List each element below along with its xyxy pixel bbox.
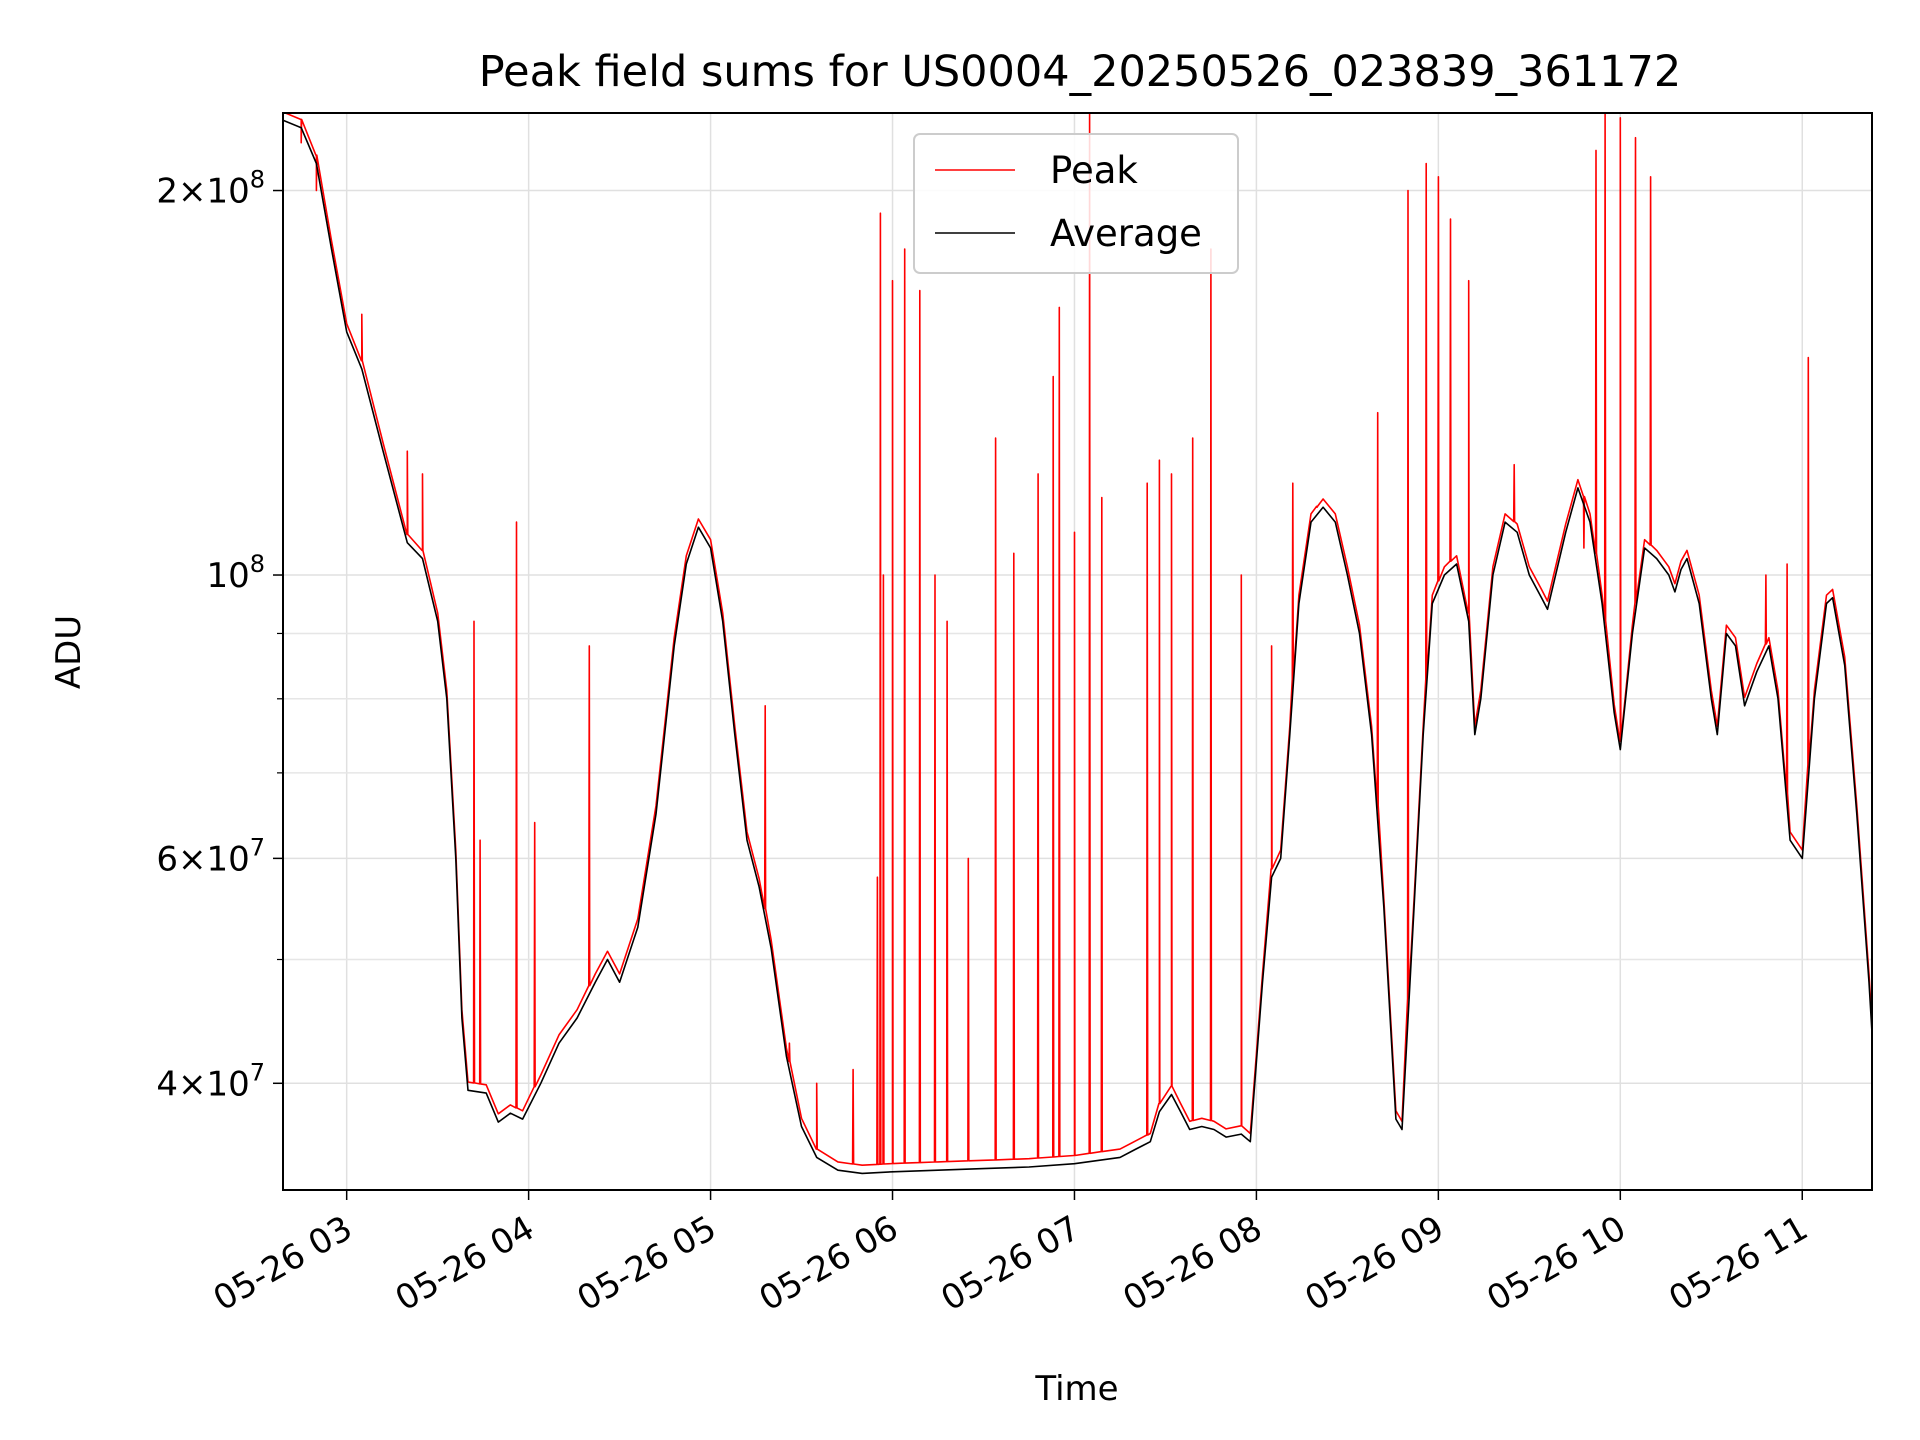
y-tick-label: 4×107 — [156, 1058, 265, 1104]
y-tick-exponent: 7 — [250, 1058, 265, 1086]
series-line-average — [283, 119, 1872, 1175]
y-tick-mantissa: 4 — [156, 1064, 178, 1104]
data-layer — [283, 113, 1872, 1175]
plot-frame — [282, 112, 1873, 1191]
y-axis-title: ADU — [49, 615, 89, 689]
y-tick-label: 108 — [206, 550, 265, 596]
y-tick-mantissa: 2 — [156, 172, 178, 212]
y-tick-base: 10 — [206, 1064, 249, 1104]
y-tick-exponent: 8 — [250, 166, 265, 194]
legend: Peak Average — [913, 133, 1239, 274]
y-tick-mantissa: 6 — [156, 839, 178, 879]
y-tick-times: × — [178, 172, 207, 212]
x-axis-title: Time — [1034, 1369, 1118, 1409]
y-tick-exponent: 8 — [250, 550, 265, 578]
y-tick-exponent: 7 — [250, 833, 265, 861]
series-group — [283, 113, 1872, 1175]
y-tick-base: 10 — [206, 556, 249, 596]
plot-area — [283, 113, 1872, 1190]
y-tick-base: 10 — [206, 839, 249, 879]
legend-box — [913, 133, 1239, 274]
y-tick-times: × — [178, 1064, 207, 1104]
series-line-peak — [283, 113, 1872, 1166]
chart-title: Peak field sums for US0004_20250526_0238… — [479, 47, 1682, 97]
y-tick-times: × — [178, 839, 207, 879]
legend-label-average: Average — [1050, 212, 1202, 255]
y-tick-label: 6×107 — [156, 833, 265, 879]
y-tick-label: 2×108 — [156, 166, 265, 212]
y-tick-base: 10 — [206, 172, 249, 212]
legend-label-peak: Peak — [1050, 149, 1138, 192]
